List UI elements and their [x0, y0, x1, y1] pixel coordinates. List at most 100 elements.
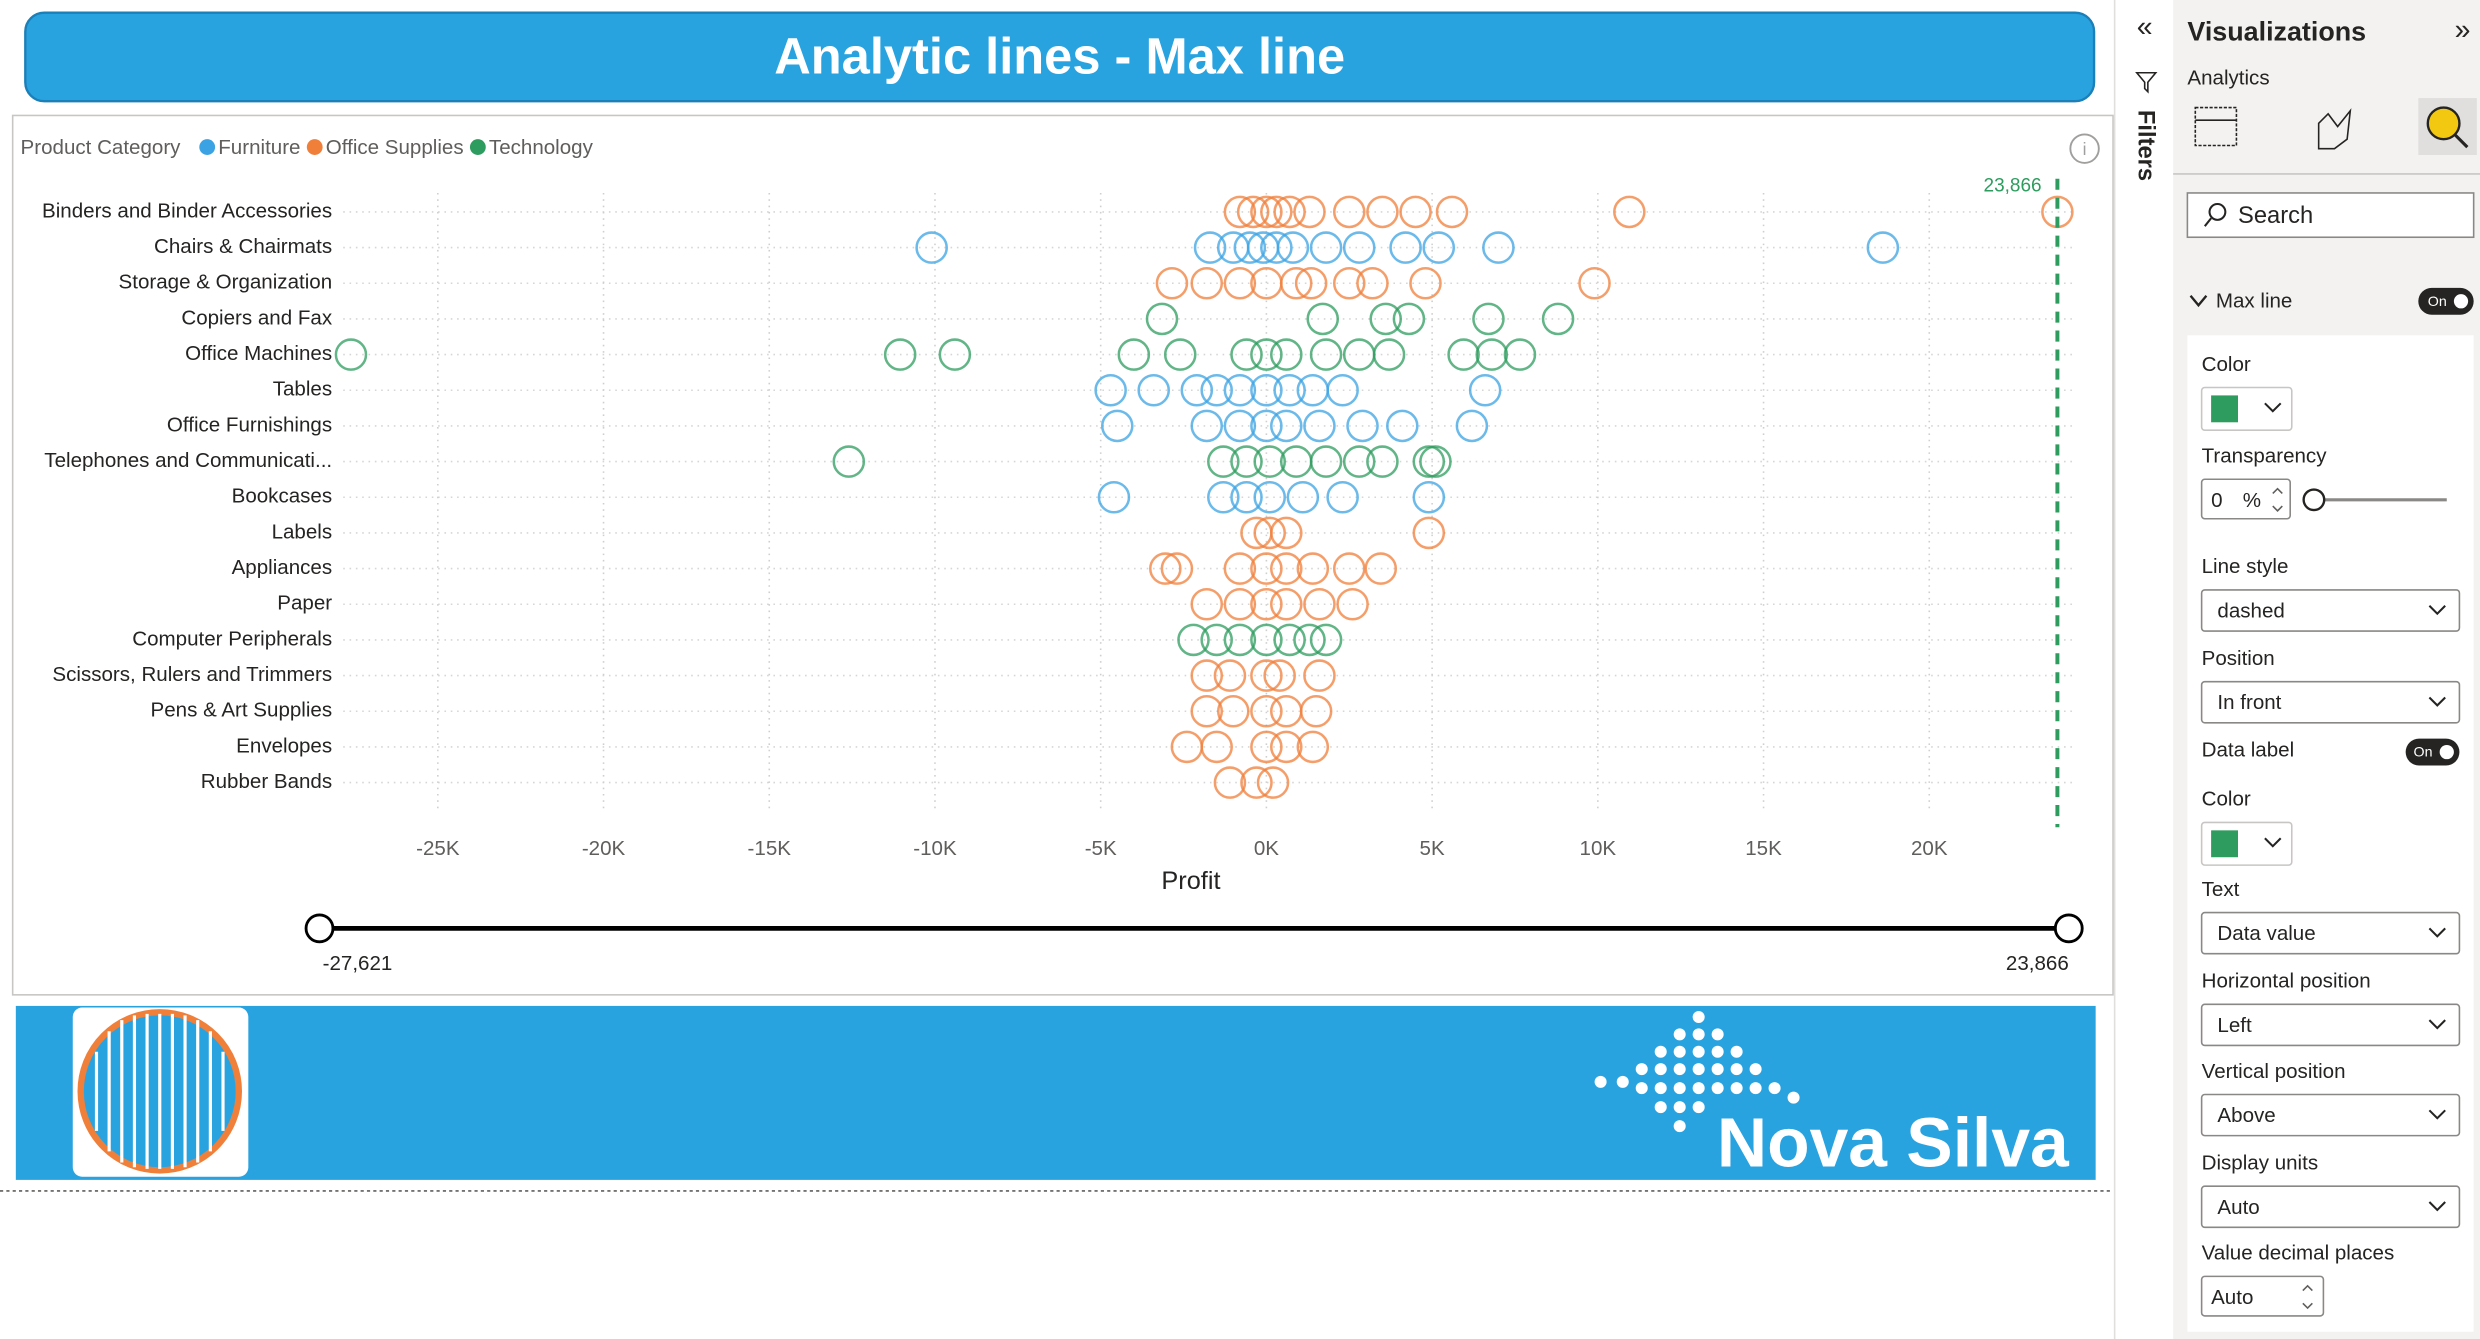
data-point[interactable] [1366, 445, 1399, 478]
collapse-filters[interactable]: « [2137, 11, 2153, 43]
data-point[interactable] [1286, 480, 1320, 514]
data-point[interactable] [1412, 480, 1446, 514]
data-point[interactable] [1399, 195, 1432, 229]
data-point[interactable] [1578, 266, 1611, 300]
data-point[interactable] [1223, 195, 1257, 229]
data-point[interactable] [1200, 373, 1233, 407]
data-point[interactable] [1190, 694, 1224, 728]
data-point[interactable] [1149, 552, 1182, 585]
section-chevron[interactable] [2189, 295, 2208, 308]
data-point[interactable] [1236, 195, 1270, 229]
data-point[interactable] [1279, 266, 1313, 300]
data-point[interactable] [1223, 552, 1257, 585]
data-point[interactable] [915, 231, 948, 264]
data-point[interactable] [1223, 266, 1257, 300]
data-point[interactable] [1260, 231, 1293, 264]
data-point[interactable] [1468, 373, 1502, 407]
data-point[interactable] [1309, 623, 1343, 657]
dropdown[interactable] [2200, 911, 2461, 955]
data-point[interactable] [1250, 195, 1283, 229]
data-point[interactable] [1447, 338, 1480, 371]
data-point[interactable] [1190, 659, 1224, 692]
data-point[interactable] [1332, 195, 1366, 229]
data-point[interactable] [1296, 730, 1330, 764]
data-point[interactable] [1309, 338, 1343, 371]
slider-knob[interactable] [2302, 488, 2326, 512]
data-point[interactable] [1213, 659, 1247, 692]
data-point[interactable] [1309, 231, 1343, 264]
data-point[interactable] [1155, 266, 1189, 300]
data-point[interactable] [1270, 587, 1303, 621]
data-point[interactable] [1200, 623, 1233, 657]
data-point[interactable] [883, 338, 917, 371]
data-point[interactable] [1207, 445, 1240, 478]
data-point[interactable] [1223, 587, 1257, 621]
data-point[interactable] [1223, 373, 1257, 407]
data-point[interactable] [1326, 480, 1359, 514]
data-point[interactable] [1240, 766, 1273, 799]
data-point[interactable] [1294, 266, 1328, 300]
data-point[interactable] [1256, 766, 1290, 799]
data-point[interactable] [1207, 480, 1240, 514]
data-point[interactable] [1213, 766, 1247, 799]
dropdown[interactable] [2200, 1185, 2461, 1229]
data-point[interactable] [1230, 480, 1263, 514]
data-point[interactable] [1475, 338, 1509, 371]
data-point[interactable] [1293, 195, 1326, 229]
data-point[interactable] [1541, 302, 1575, 336]
data-point[interactable] [1346, 409, 1379, 443]
data-point[interactable] [1276, 231, 1310, 264]
data-point[interactable] [1482, 231, 1515, 264]
data-point[interactable] [1094, 373, 1127, 407]
data-point[interactable] [1309, 445, 1343, 478]
data-point[interactable] [938, 338, 972, 371]
data-point[interactable] [1160, 552, 1194, 585]
data-point[interactable] [1233, 231, 1267, 264]
data-point[interactable] [1372, 338, 1406, 371]
percent-input[interactable] [2200, 478, 2291, 520]
data-point[interactable] [1200, 730, 1233, 764]
data-point[interactable] [1190, 409, 1224, 443]
filters-label[interactable]: Filters [2132, 110, 2158, 181]
data-point[interactable] [1303, 587, 1336, 621]
data-point[interactable] [1409, 266, 1442, 300]
data-point[interactable] [1250, 338, 1283, 371]
data-point[interactable] [1866, 231, 1900, 264]
data-point[interactable] [1392, 302, 1426, 336]
data-point[interactable] [1356, 266, 1389, 300]
data-point[interactable] [1216, 694, 1250, 728]
data-point[interactable] [1503, 338, 1537, 371]
data-point[interactable] [1117, 338, 1151, 371]
data-point[interactable] [1273, 623, 1306, 657]
legend-label[interactable]: Furniture [218, 136, 300, 159]
build-icon[interactable] [2194, 106, 2238, 147]
data-point[interactable] [1435, 195, 1469, 229]
data-point[interactable] [1369, 302, 1403, 336]
dropdown[interactable] [2200, 1093, 2461, 1137]
data-point[interactable] [1177, 623, 1210, 657]
data-point[interactable] [1263, 659, 1296, 692]
data-point[interactable] [1273, 373, 1306, 407]
format-icon[interactable] [2317, 108, 2352, 150]
info-icon[interactable] [2069, 133, 2100, 164]
data-point[interactable] [1293, 623, 1326, 657]
data-point[interactable] [1422, 231, 1456, 264]
data-point[interactable] [334, 338, 368, 371]
dropdown[interactable] [2200, 589, 2461, 632]
data-point[interactable] [1223, 409, 1257, 443]
data-point[interactable] [1366, 195, 1399, 229]
data-point[interactable] [1296, 552, 1330, 585]
data-point[interactable] [1412, 445, 1446, 478]
data-point[interactable] [1250, 552, 1283, 585]
data-point[interactable] [1342, 445, 1376, 478]
dropdown[interactable] [2200, 680, 2461, 724]
data-point[interactable] [1364, 552, 1398, 585]
data-point[interactable] [1250, 373, 1283, 407]
slider-max-handle[interactable] [2053, 913, 2084, 944]
search-box[interactable] [2186, 192, 2475, 239]
data-point[interactable] [1253, 445, 1287, 478]
data-point[interactable] [1386, 409, 1419, 443]
data-point[interactable] [1145, 302, 1179, 336]
data-point[interactable] [1260, 195, 1293, 229]
data-point[interactable] [1613, 195, 1646, 229]
